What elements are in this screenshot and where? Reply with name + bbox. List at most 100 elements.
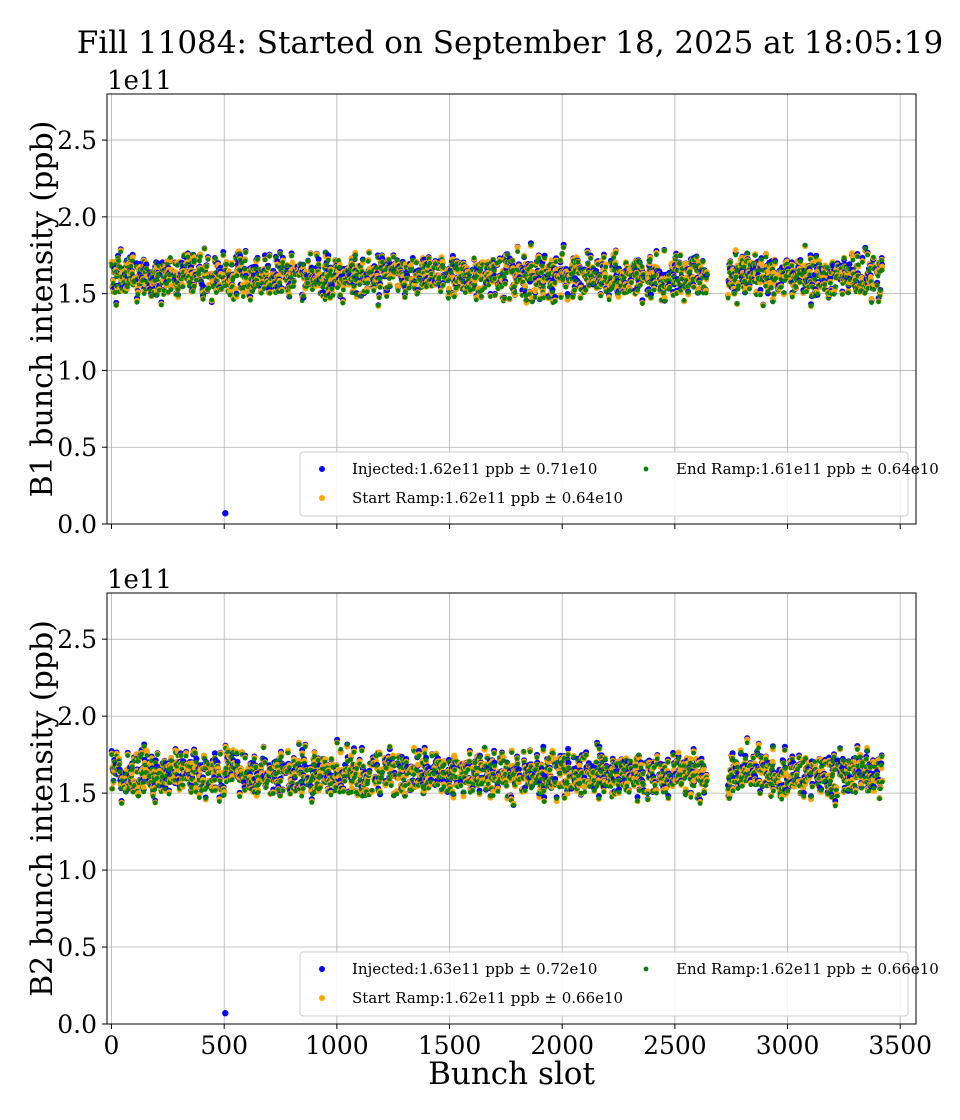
b1-point-end-ramp [265,265,271,271]
b1-point-end-ramp [841,255,847,261]
b1-point-end-ramp [462,290,468,295]
b1-point-end-ramp [352,252,358,258]
b1-point-end-ramp [284,263,290,268]
b1-legend-marker-end-ramp [643,466,649,472]
b1-point-end-ramp [305,258,311,264]
b1-point-end-ramp [492,292,498,298]
b1-point-end-ramp [760,303,766,309]
b1-point-end-ramp [316,262,321,267]
b2-point-end-ramp [111,778,116,784]
b1-point-end-ramp [515,249,520,255]
b1-legend-label: Start Ramp:1.62e11 ppb ± 0.64e10 [352,489,623,507]
b1-point-end-ramp [771,291,777,297]
b1-point-end-ramp [277,280,282,286]
b1-point-end-ramp [414,260,419,265]
b1-point-end-ramp [667,285,673,290]
b1-point-end-ramp [808,303,814,309]
b1-point-end-ramp [376,295,382,301]
b2-point-end-ramp [109,786,115,792]
b1-point-end-ramp [140,277,146,283]
b1-point-end-ramp [831,291,837,297]
b1-point-end-ramp [824,265,830,270]
b1-points [108,240,886,517]
b1-point-end-ramp [845,290,851,296]
b1-legend-marker-injected [319,466,325,472]
b1-point-end-ramp [110,281,116,286]
b1-point-end-ramp [377,285,383,290]
b1-point-end-ramp [502,281,508,287]
b1-point-end-ramp [308,251,313,257]
b1-point-end-ramp [501,296,507,301]
b2-point-end-ramp [109,752,115,758]
b1-point-end-ramp [180,284,186,290]
b1-point-end-ramp [855,262,861,268]
b1-point-end-ramp [329,286,335,292]
b1-point-end-ramp [365,280,371,286]
b1-point-end-ramp [651,287,657,293]
b1-point-end-ramp [578,295,583,301]
b1-point-end-ramp [309,268,315,274]
b1-point-end-ramp [364,289,370,295]
b1-point-end-ramp [570,294,576,300]
b2-point-end-ramp [156,783,161,789]
b1-point-end-ramp [662,298,668,304]
b1-point-end-ramp [371,288,377,294]
b1-point-end-ramp [158,302,164,308]
b1-point-end-ramp [144,266,149,272]
b1-point-end-ramp [772,259,778,265]
b1-point-end-ramp [552,299,558,304]
b1-point-end-ramp [611,267,617,273]
b1-point-end-ramp [585,261,591,267]
b2-point-end-ramp [168,758,174,764]
b1-point-end-ramp [648,295,654,300]
b1-point-end-ramp [205,257,211,262]
b1-point-end-ramp [616,290,621,296]
b1-point-end-ramp [789,294,795,300]
b1-point-end-ramp [154,292,160,298]
b1-point-end-ramp [802,242,808,248]
b1-outlier-point [222,510,229,517]
b1-point-end-ramp [758,292,763,298]
b1-legend-label: End Ramp:1.61e11 ppb ± 0.64e10 [676,460,939,478]
b2-point-end-ramp [144,753,150,758]
b1-point-end-ramp [744,250,750,256]
b1-point-end-ramp [242,266,248,272]
b1-point-end-ramp [113,302,119,308]
b1-point-end-ramp [406,285,412,291]
b2-point-end-ramp [166,791,172,797]
b2-point-end-ramp [183,753,189,759]
b1-point-end-ramp [482,285,488,291]
b1-point-end-ramp [647,257,653,262]
b1-point-end-ramp [734,301,740,307]
b1-y-tick-label: 0.0 [57,510,97,539]
b1-point-start-ramp [732,247,739,254]
b1-y-tick-label: 2.5 [57,126,97,155]
b1-point-end-ramp [521,254,527,259]
b1-point-end-ramp [135,292,141,297]
b1-point-end-ramp [815,291,820,297]
b1-point-end-ramp [112,290,118,295]
b1-point-end-ramp [773,276,778,281]
b1-point-end-ramp [768,285,774,290]
b2-point-end-ramp [141,789,147,795]
b1-point-end-ramp [747,286,752,292]
b1-point-start-ramp [129,254,136,261]
b1-point-end-ramp [134,299,140,305]
b1-point-end-ramp [606,297,612,303]
b1-point-end-ramp [168,287,174,292]
b2-point-end-ramp [117,769,123,775]
b1-point-end-ramp [752,253,758,258]
b1-point-end-ramp [661,248,667,254]
b1-point-end-ramp [798,258,803,264]
b1-point-end-ramp [261,286,267,292]
b1-point-end-ramp [697,280,703,286]
b1-point-end-ramp [300,262,306,268]
b1-point-end-ramp [588,256,593,261]
b1-point-end-ramp [878,288,883,293]
b1-point-end-ramp [613,250,619,256]
b1-legend-marker-start-ramp [319,495,325,501]
b1-point-end-ramp [510,258,515,263]
b2-point-end-ramp [135,793,141,799]
b1-point-end-ramp [700,259,706,264]
